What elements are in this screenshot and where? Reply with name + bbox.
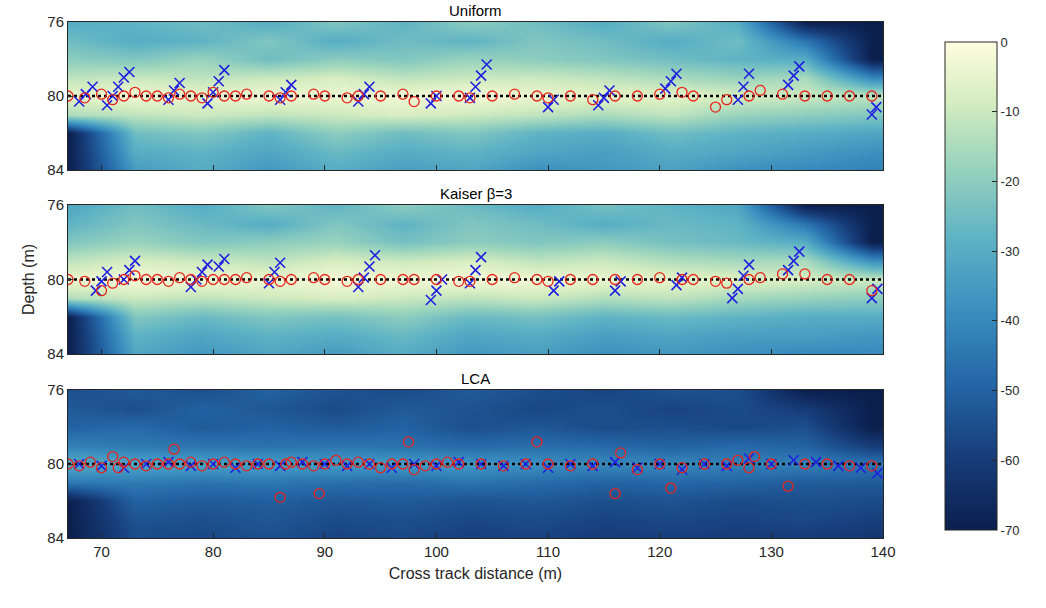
svg-text:110: 110 <box>536 543 560 560</box>
svg-text:120: 120 <box>647 543 672 560</box>
svg-text:Cross track distance (m): Cross track distance (m) <box>389 565 562 582</box>
svg-text:76: 76 <box>47 13 64 30</box>
svg-text:84: 84 <box>47 345 64 362</box>
svg-text:130: 130 <box>759 543 784 560</box>
svg-text:Depth (m): Depth (m) <box>20 244 37 315</box>
svg-text:80: 80 <box>47 271 64 288</box>
svg-text:-50: -50 <box>1001 383 1020 398</box>
svg-text:-30: -30 <box>1001 244 1020 259</box>
svg-text:84: 84 <box>47 161 64 178</box>
svg-text:76: 76 <box>47 381 64 398</box>
svg-text:70: 70 <box>93 543 110 560</box>
svg-text:140: 140 <box>870 543 895 560</box>
svg-text:-60: -60 <box>1001 453 1020 468</box>
svg-text:80: 80 <box>47 87 64 104</box>
svg-text:Kaiser β=3: Kaiser β=3 <box>440 185 512 202</box>
svg-text:80: 80 <box>47 455 64 472</box>
svg-text:0: 0 <box>1001 35 1008 50</box>
svg-text:80: 80 <box>205 543 222 560</box>
svg-text:76: 76 <box>47 196 64 213</box>
svg-text:LCA: LCA <box>461 370 490 387</box>
svg-text:-10: -10 <box>1001 104 1020 119</box>
svg-text:90: 90 <box>316 543 333 560</box>
svg-text:84: 84 <box>47 529 64 546</box>
svg-text:-70: -70 <box>1001 523 1020 538</box>
svg-text:Uniform: Uniform <box>449 2 502 19</box>
svg-text:-40: -40 <box>1001 313 1020 328</box>
svg-text:100: 100 <box>424 543 449 560</box>
svg-text:-20: -20 <box>1001 174 1020 189</box>
